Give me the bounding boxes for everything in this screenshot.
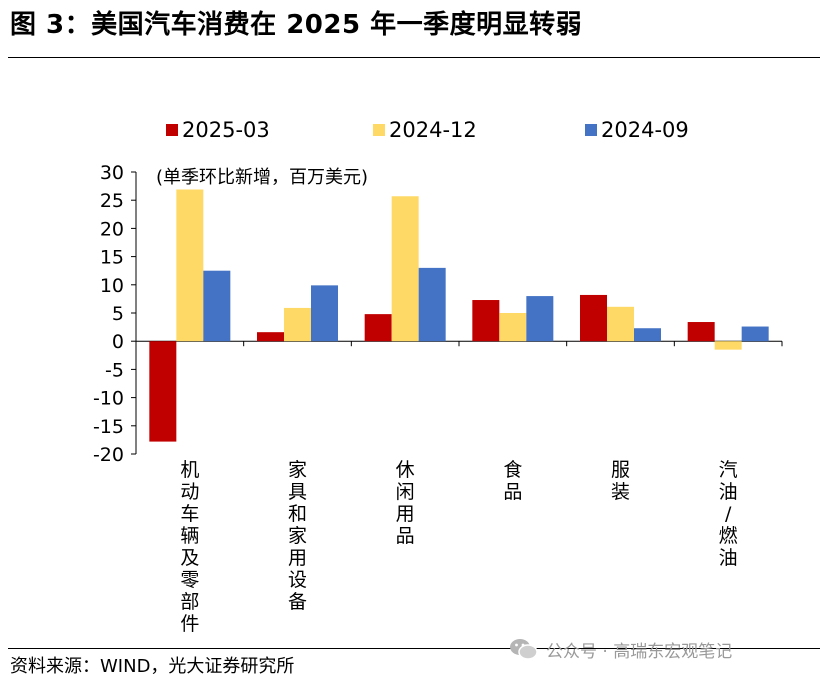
- bar-2024-09: [203, 270, 231, 342]
- wechat-icon: [510, 639, 538, 660]
- category-label: 服装: [611, 459, 630, 503]
- chart-legend: 2025-03 2024-12 2024-09: [166, 118, 689, 142]
- chart-axes: 30 25 20 15 10 5 0 -5 -10 -15 -20: [93, 162, 783, 466]
- legend-swatch: [585, 124, 597, 136]
- bar-2025-03: [257, 332, 284, 342]
- chart-bars: [149, 189, 769, 442]
- watermark-text: 公众号 · 高瑞东宏观笔记: [546, 641, 733, 662]
- bar-2025-03: [149, 341, 177, 442]
- bar-2024-12: [607, 306, 634, 342]
- category-label: 食品: [503, 459, 522, 503]
- bar-2024-12: [714, 341, 742, 350]
- legend-label: 2024-09: [601, 118, 689, 142]
- legend-swatch: [166, 124, 178, 136]
- y-tick-label: 20: [100, 218, 124, 240]
- footer-divider: [8, 648, 820, 649]
- y-tick-label: 10: [100, 275, 124, 297]
- bar-2025-03: [580, 294, 607, 342]
- bar-2025-03: [364, 314, 392, 342]
- category-labels: 机动车辆及零部件 家具和家用设备 休闲用品 食品 服装 汽油/燃油: [180, 459, 737, 635]
- bar-2024-12: [499, 313, 527, 342]
- bar-2024-09: [311, 285, 338, 342]
- unit-note: (单季环比新增，百万美元): [156, 167, 368, 188]
- bar-2024-09: [418, 267, 446, 342]
- y-tick-label: -20: [93, 444, 124, 466]
- y-tick-label: -5: [105, 359, 124, 381]
- legend-swatch: [373, 124, 385, 136]
- bar-2024-12: [391, 196, 419, 342]
- title-divider: [8, 57, 820, 58]
- y-tick-label: -15: [93, 416, 124, 438]
- bar-2024-12: [176, 189, 204, 342]
- category-label: 休闲用品: [396, 459, 415, 547]
- y-tick-label: 15: [100, 247, 124, 269]
- y-tick-label: 0: [112, 331, 124, 353]
- y-tick-label: 5: [112, 303, 124, 325]
- bar-2024-09: [526, 296, 554, 342]
- source-note: 资料来源：WIND，光大证券研究所: [10, 656, 295, 677]
- bar-2024-12: [284, 307, 311, 342]
- legend-label: 2024-12: [389, 118, 477, 142]
- figure-title: 图 3：美国汽车消费在 2025 年一季度明显转弱: [10, 10, 583, 40]
- category-label: 汽油/燃油: [719, 459, 738, 569]
- bar-2025-03: [472, 300, 500, 342]
- category-label: 家具和家用设备: [288, 459, 307, 613]
- y-tick-label: 25: [100, 190, 124, 212]
- bar-2024-09: [741, 326, 769, 342]
- bar-2024-09: [634, 328, 661, 342]
- category-label: 机动车辆及零部件: [180, 459, 199, 635]
- watermark: 公众号 · 高瑞东宏观笔记: [508, 636, 732, 662]
- legend-label: 2025-03: [182, 118, 270, 142]
- y-tick-label: 30: [100, 162, 124, 184]
- bar-2025-03: [687, 322, 715, 342]
- y-tick-label: -10: [93, 388, 124, 410]
